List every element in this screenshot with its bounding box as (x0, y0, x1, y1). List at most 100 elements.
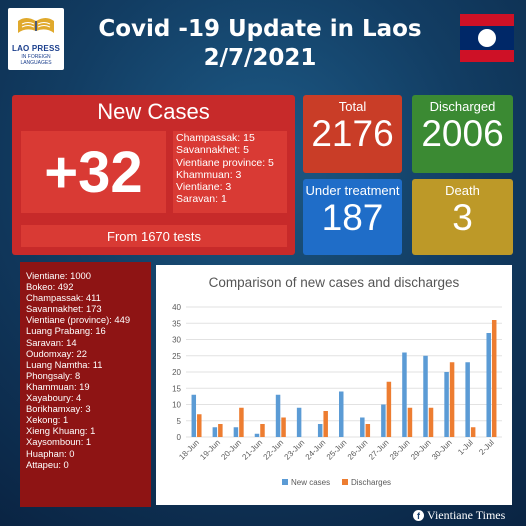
province-item: Xekong: 1 (26, 414, 69, 426)
province-item: Xayaboury: 4 (26, 392, 82, 404)
bar-new-cases (254, 433, 260, 437)
legend-swatch (342, 479, 348, 485)
new-cases-value: +32 (21, 131, 166, 213)
bar-new-cases (444, 372, 449, 437)
province-list: Vientiane: 1000 Bokeo: 492 Champassak: 4… (20, 262, 151, 507)
total-value: 2176 (311, 113, 394, 154)
x-tick-label: 26-Jun (346, 438, 370, 462)
y-tick-label: 0 (177, 433, 182, 442)
bar-new-cases (191, 394, 197, 437)
breakdown-item: Saravan: 1 (176, 193, 227, 206)
book-icon (18, 18, 54, 33)
bar-new-cases (402, 352, 407, 437)
x-tick-label: 23-Jun (283, 438, 307, 462)
under-treatment-label: Under treatment (305, 183, 400, 198)
chart-plot: 051015202530354018-Jun19-Jun20-Jun21-Jun… (172, 303, 502, 487)
bar-new-cases (339, 391, 344, 437)
bar-new-cases (317, 424, 323, 437)
y-tick-label: 5 (177, 417, 182, 426)
under-treatment-card: Under treatment 187 (303, 179, 402, 255)
bar-new-cases (423, 355, 428, 437)
province-item: Huaphan: 0 (26, 447, 75, 459)
bar-discharges (491, 320, 497, 437)
bar-new-cases (212, 427, 218, 437)
discharged-label: Discharged (429, 99, 496, 114)
province-item: Borikhamxay: 3 (26, 403, 91, 415)
bar-new-cases (233, 427, 239, 437)
bar-discharges (281, 417, 286, 437)
lao-press-logo: LAO PRESS IN FOREIGN LANGUAGES (8, 8, 64, 70)
bar-discharges (365, 424, 371, 437)
footer-source: f Vientiane Times (413, 508, 505, 523)
laos-flag-icon (460, 14, 514, 62)
bar-discharges (260, 424, 265, 437)
legend-label: Discharges (351, 478, 391, 487)
bar-discharges (407, 407, 413, 437)
province-item: Savannakhet: 173 (26, 303, 102, 315)
breakdown-item: Vientiane: 3 (176, 181, 232, 194)
province-item: Champassak: 411 (26, 292, 101, 304)
x-tick-label: 24-Jun (304, 438, 328, 462)
province-item: Xieng Khuang: 1 (26, 425, 96, 437)
logo-subtitle: IN FOREIGN LANGUAGES (20, 54, 52, 66)
province-item: Phongsaly: 8 (26, 369, 81, 381)
facebook-icon: f (413, 510, 424, 521)
source-name: Vientiane Times (427, 508, 506, 522)
province-item: Oudomxay: 22 (26, 347, 87, 359)
new-cases-breakdown: Champassak: 15 Savannakhet: 5 Vientiane … (173, 131, 287, 213)
total-card: Total 2176 (303, 95, 402, 173)
x-tick-label: 20-Jun (219, 438, 243, 462)
bar-new-cases (360, 417, 365, 437)
x-tick-label: 2-Jul (477, 438, 496, 457)
discharged-card: Discharged 2006 (412, 95, 513, 173)
x-tick-label: 29-Jun (409, 438, 433, 462)
x-tick-label: 21-Jun (240, 438, 264, 462)
logo-name: LAO PRESS (11, 44, 61, 53)
death-label: Death (445, 183, 480, 198)
new-cases-panel: New Cases +32 Champassak: 15 Savannakhet… (12, 95, 295, 255)
bar-new-cases (486, 333, 491, 437)
province-item: Attapeu: 0 (26, 458, 69, 470)
comparison-chart: Comparison of new cases and discharges 0… (156, 265, 512, 505)
bar-new-cases (381, 404, 386, 437)
y-tick-label: 20 (172, 368, 181, 377)
death-card: Death 3 (412, 179, 513, 255)
total-label: Total (338, 99, 367, 114)
province-item: Luang Namtha: 11 (26, 358, 103, 370)
breakdown-item: Champassak: 15 (176, 132, 255, 144)
bar-discharges (218, 424, 223, 437)
province-item: Xaysomboun: 1 (26, 436, 92, 448)
province-item: Bokeo: 492 (26, 281, 74, 293)
discharged-value: 2006 (421, 113, 504, 154)
death-value: 3 (452, 197, 473, 238)
province-item: Luang Prabang: 16 (26, 325, 106, 337)
breakdown-item: Khammuan: 3 (176, 168, 242, 181)
breakdown-item: Vientiane province: 5 (176, 156, 274, 169)
bar-discharges (449, 362, 455, 437)
bar-new-cases (275, 394, 281, 437)
bar-discharges (323, 411, 328, 437)
bar-new-cases (296, 407, 302, 437)
province-item: Vientiane: 1000 (26, 270, 91, 281)
chart-title: Comparison of new cases and discharges (208, 275, 460, 290)
x-tick-label: 27-Jun (367, 438, 391, 462)
tests-count: From 1670 tests (21, 225, 287, 247)
page-title: Covid -19 Update in Laos (98, 16, 422, 42)
x-tick-label: 19-Jun (198, 438, 222, 462)
breakdown-item: Savannakhet: 5 (176, 144, 249, 157)
legend-label: New cases (291, 478, 330, 487)
bar-discharges (386, 381, 392, 437)
bar-new-cases (465, 362, 470, 437)
page-date: 2/7/2021 (203, 45, 317, 71)
y-tick-label: 30 (172, 336, 181, 345)
bar-discharges (197, 414, 202, 437)
bar-discharges (428, 407, 434, 437)
bar-discharges (470, 427, 476, 437)
x-tick-label: 25-Jun (325, 438, 349, 462)
y-tick-label: 10 (172, 401, 181, 410)
x-tick-label: 28-Jun (388, 438, 412, 462)
new-cases-title: New Cases (97, 99, 210, 124)
province-item: Vientiane (province): 449 (26, 314, 131, 326)
province-item: Saravan: 14 (26, 336, 77, 348)
